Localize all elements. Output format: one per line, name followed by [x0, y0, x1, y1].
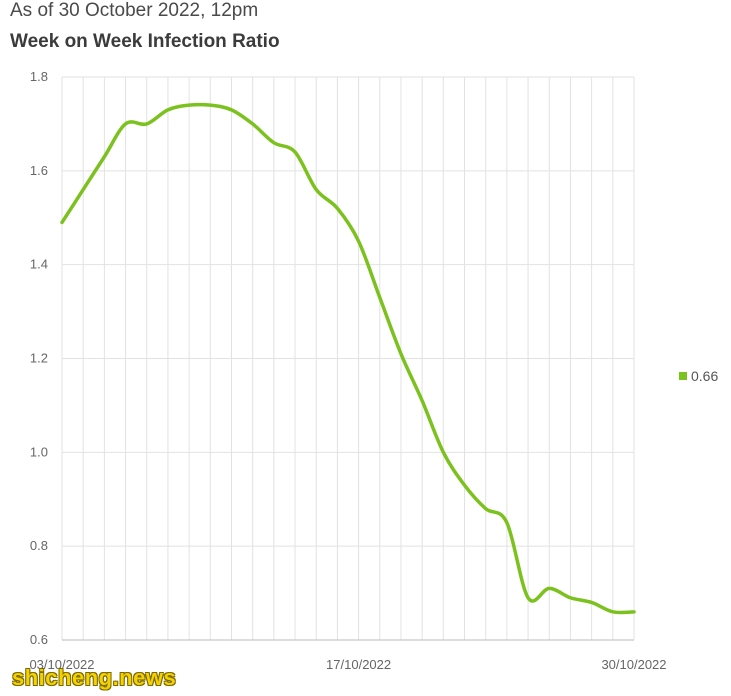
legend-label: 0.66: [691, 368, 719, 384]
data-point[interactable]: [525, 595, 531, 601]
data-point[interactable]: [440, 449, 446, 455]
data-point[interactable]: [377, 295, 383, 301]
data-point[interactable]: [186, 102, 192, 108]
data-point[interactable]: [101, 154, 107, 160]
data-point[interactable]: [610, 609, 616, 615]
data-point[interactable]: [546, 585, 552, 591]
y-tick-label: 1.2: [30, 351, 48, 366]
data-point[interactable]: [334, 205, 340, 211]
data-point[interactable]: [483, 506, 489, 512]
watermark-logo: shicheng.news: [12, 665, 177, 690]
data-point[interactable]: [292, 149, 298, 155]
series-layer: [59, 102, 637, 615]
data-point[interactable]: [567, 595, 573, 601]
series-line: [60, 102, 636, 615]
chart-title: Week on Week Infection Ratio: [10, 31, 280, 52]
data-point[interactable]: [59, 219, 65, 225]
y-tick-label: 0.6: [30, 632, 48, 647]
data-point[interactable]: [80, 187, 86, 193]
data-point[interactable]: [356, 238, 362, 244]
data-point[interactable]: [313, 187, 319, 193]
data-point[interactable]: [504, 520, 510, 526]
data-point[interactable]: [165, 107, 171, 113]
x-tick-label: 30/10/2022: [601, 657, 666, 672]
legend-swatch-icon: [679, 372, 687, 380]
data-point[interactable]: [207, 102, 213, 108]
data-point[interactable]: [250, 121, 256, 127]
data-point[interactable]: [462, 482, 468, 488]
data-point[interactable]: [123, 121, 129, 127]
y-tick-label: 1.6: [30, 163, 48, 178]
y-tick-label: 1.8: [30, 69, 48, 84]
chart-subtitle: As of 30 October 2022, 12pm: [10, 0, 259, 21]
x-axis: 03/10/2022 17/10/2022 30/10/2022: [29, 657, 666, 672]
data-point[interactable]: [144, 121, 150, 127]
data-point[interactable]: [398, 351, 404, 357]
data-point[interactable]: [631, 609, 637, 615]
x-tick-label: 17/10/2022: [326, 657, 391, 672]
legend[interactable]: 0.66: [679, 368, 718, 384]
y-axis: 0.6 0.8 1.0 1.2 1.4 1.6 1.8: [30, 69, 48, 647]
data-point[interactable]: [419, 398, 425, 404]
y-tick-label: 1.0: [30, 444, 48, 459]
y-tick-label: 1.4: [30, 257, 48, 272]
data-point[interactable]: [589, 599, 595, 605]
x-tick-label: 03/10/2022: [29, 657, 94, 672]
y-tick-label: 0.8: [30, 538, 48, 553]
data-point[interactable]: [228, 107, 234, 113]
grid-lines: [61, 76, 635, 641]
data-point[interactable]: [271, 140, 277, 146]
